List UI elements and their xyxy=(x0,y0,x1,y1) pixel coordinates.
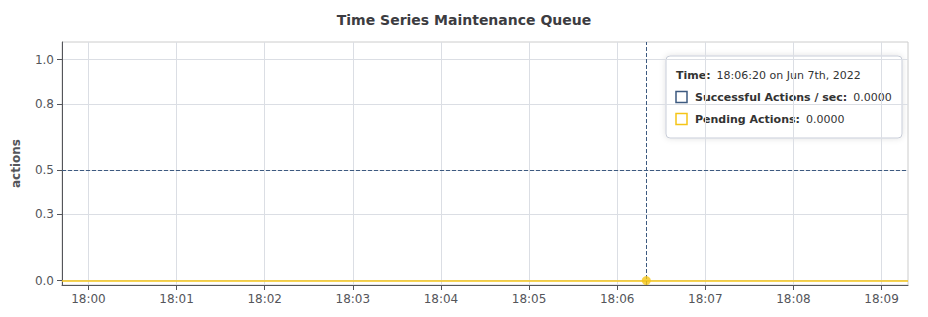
svg-text:0.5: 0.5 xyxy=(35,163,54,177)
svg-text:18:09: 18:09 xyxy=(864,292,899,306)
svg-text:18:06:20 on Jun 7th, 2022: 18:06:20 on Jun 7th, 2022 xyxy=(717,69,861,82)
svg-text:0.3: 0.3 xyxy=(35,207,54,221)
svg-text:18:04: 18:04 xyxy=(424,292,459,306)
svg-text:0.8: 0.8 xyxy=(35,97,54,111)
svg-text:0.0000: 0.0000 xyxy=(806,113,845,126)
svg-text:18:02: 18:02 xyxy=(247,292,282,306)
svg-text:18:01: 18:01 xyxy=(159,292,194,306)
svg-text:18:03: 18:03 xyxy=(336,292,371,306)
svg-text:Time:: Time: xyxy=(676,68,711,82)
svg-text:1.0: 1.0 xyxy=(35,53,54,67)
svg-text:0.0: 0.0 xyxy=(35,274,54,288)
svg-text:18:00: 18:00 xyxy=(71,292,106,306)
svg-text:actions: actions xyxy=(9,139,23,188)
svg-text:Successful Actions / sec:: Successful Actions / sec: xyxy=(695,91,847,104)
svg-text:0.0000: 0.0000 xyxy=(853,91,892,104)
svg-text:18:05: 18:05 xyxy=(512,292,547,306)
svg-text:Time Series Maintenance Queue: Time Series Maintenance Queue xyxy=(337,12,592,28)
svg-text:18:08: 18:08 xyxy=(776,292,811,306)
svg-text:18:07: 18:07 xyxy=(688,292,723,306)
svg-text:18:06: 18:06 xyxy=(600,292,635,306)
svg-text:Pending Actions:: Pending Actions: xyxy=(695,113,800,126)
